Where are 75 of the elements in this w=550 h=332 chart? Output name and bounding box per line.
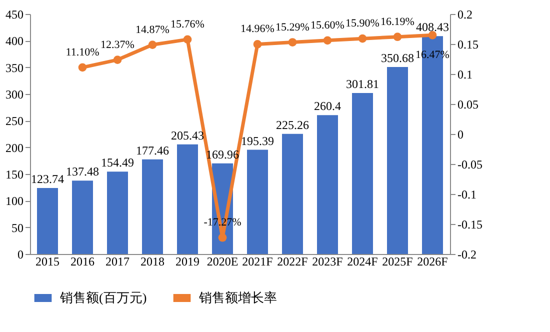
y2-tick-label: 0.05 (458, 98, 478, 112)
y-tick-label: 200 (6, 140, 24, 155)
data-label: 408.43 (416, 20, 449, 34)
y-tick-label: 450 (6, 8, 24, 22)
data-label: 15.60% (310, 19, 344, 32)
x-tick-label: 2016 (70, 254, 94, 268)
point (288, 38, 297, 46)
data-label: 11.10% (66, 46, 100, 58)
point (183, 35, 192, 44)
y-tick-label: 100 (6, 194, 24, 208)
data-label: 350.68 (381, 50, 414, 65)
bar (72, 180, 93, 254)
bar (247, 150, 268, 254)
data-label: 137.48 (66, 164, 99, 179)
point (393, 32, 402, 42)
data-label: 154.49 (101, 156, 134, 170)
data-label: 177.46 (136, 143, 169, 158)
legend-label: 销售额(百万元) (59, 290, 147, 305)
bar (142, 159, 163, 254)
y-tick-label: 0 (18, 248, 24, 262)
data-label: 15.76% (170, 18, 204, 30)
x-tick-label: 2024F (347, 254, 378, 268)
bar (107, 172, 128, 254)
y-tick-label: 250 (6, 114, 24, 128)
bar (37, 188, 58, 254)
data-label: -17.27% (204, 216, 242, 229)
data-label: 14.87% (136, 24, 170, 36)
y2-tick-label: -0.2 (458, 248, 476, 262)
x-tick-label: 2026F (417, 254, 448, 268)
y2-tick-label: -0.1 (458, 188, 476, 202)
x-tick-label: 2022F (277, 254, 308, 268)
legend-label: 销售额增长率 (198, 290, 277, 305)
data-label: 12.37% (100, 38, 134, 51)
bar (282, 134, 303, 254)
data-label: 123.74 (31, 172, 64, 186)
bar (317, 115, 338, 254)
point (113, 56, 122, 64)
bar (177, 144, 198, 254)
bar (352, 93, 373, 254)
point (218, 233, 227, 242)
x-tick-label: 2017 (106, 254, 130, 268)
y-tick-label: 50 (12, 220, 24, 235)
y2-tick-label: 0.15 (458, 38, 478, 52)
data-label: 205.43 (171, 128, 204, 142)
y2-tick-label: 0.2 (458, 8, 472, 22)
point (78, 63, 87, 72)
y2-tick-label: -0.15 (458, 218, 482, 232)
x-tick-label: 2025F (382, 254, 414, 268)
point (253, 40, 262, 48)
y-tick-label: 150 (6, 168, 24, 182)
x-tick-label: 2019 (176, 254, 200, 268)
y2-tick-label: 0.1 (458, 68, 472, 82)
point (358, 34, 367, 43)
data-label: 14.96% (240, 23, 274, 36)
data-label: 225.26 (276, 118, 309, 132)
point (323, 36, 332, 45)
y-tick-label: 400 (6, 34, 24, 48)
data-label: 301.81 (346, 77, 379, 92)
data-label: 15.29% (276, 21, 310, 34)
data-label: 260.4 (314, 99, 341, 114)
y2-tick-label: 0 (458, 128, 464, 142)
data-label: 16.19% (380, 16, 414, 28)
data-label: 195.39 (241, 134, 274, 148)
x-tick-label: 2023F (312, 254, 344, 268)
x-tick-label: 2021F (242, 254, 274, 268)
bar (387, 66, 408, 254)
x-tick-label: 2018 (140, 254, 164, 268)
point (148, 40, 157, 49)
point (428, 31, 437, 40)
y-tick-label: 350 (6, 60, 24, 75)
y-tick-label: 300 (6, 88, 24, 102)
y2-tick-label: -0.05 (458, 158, 482, 172)
data-label: 15.90% (346, 18, 380, 30)
x-tick-label: 2015 (36, 254, 60, 268)
x-tick-label: 2020E (206, 254, 238, 268)
